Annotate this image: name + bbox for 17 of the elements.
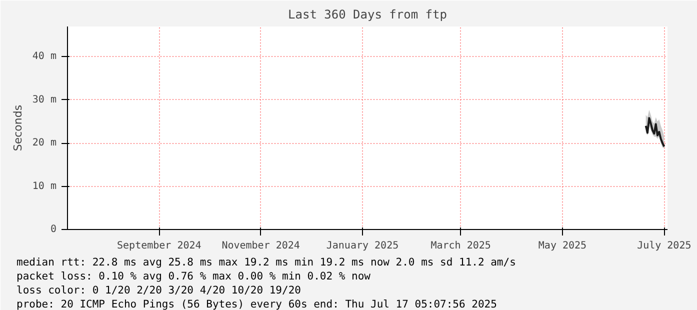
x-tick-label: March 2025 — [430, 240, 491, 252]
x-tick-label: July 2025 — [637, 240, 692, 252]
x-tick-label: September 2024 — [117, 240, 202, 252]
text: loss color: 0 1/20 2/20 3/20 4/20 10/20 19/20 — [16, 284, 301, 296]
y-tick-label: 30 m — [32, 94, 57, 106]
y-axis-title: Seconds — [11, 104, 24, 152]
x-tick-label: January 2025 — [326, 240, 399, 252]
y-tick-label: 10 m — [32, 180, 57, 192]
chart-title: Last 360 Days from ftp — [288, 8, 447, 22]
y-tick-label: 20 m — [32, 138, 57, 149]
text: packet loss: 0.10 % avg 0.76 % max 0.00 % min 0.02 % now — [16, 270, 372, 282]
text: median rtt: 22.8 ms avg 25.8 ms max 19.2 ms min 19.2 ms now 2.0 ms sd 11.2 am/s — [16, 256, 516, 268]
x-tick-label: May 2025 — [538, 240, 587, 252]
text: probe: 20 ICMP Echo Pings (56 Bytes) every 60s end: Thu Jul 17 05:07:56 2025 — [16, 298, 497, 310]
x-tick-label: November 2024 — [222, 240, 300, 252]
y-tick-label: 40 m — [32, 51, 57, 62]
y-tick-label: 0 — [50, 224, 57, 235]
